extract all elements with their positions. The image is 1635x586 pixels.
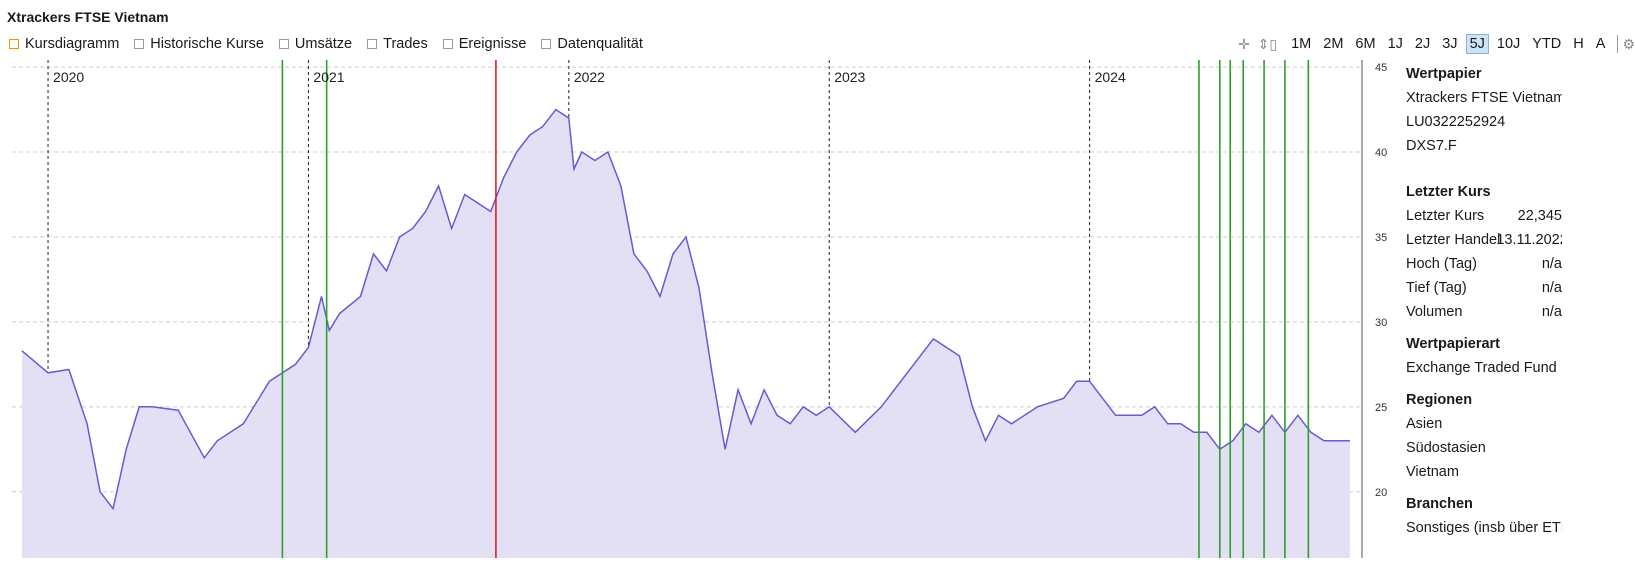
- page-title: Xtrackers FTSE Vietnam: [7, 9, 169, 25]
- range-button-10j[interactable]: 10J: [1496, 36, 1521, 52]
- section-heading-letzter-kurs: Letzter Kurs: [1406, 184, 1491, 200]
- checkbox-icon: [367, 39, 378, 49]
- range-button-h[interactable]: H: [1573, 36, 1584, 52]
- y-tick-label: 25: [1375, 402, 1387, 414]
- tab-ereignisse[interactable]: Ereignisse: [442, 36, 527, 52]
- section-heading-branchen: Branchen: [1406, 496, 1473, 512]
- info-label: Hoch (Tag): [1406, 256, 1477, 272]
- range-button-6m[interactable]: 6M: [1355, 36, 1376, 52]
- toolbar-divider: [1617, 35, 1619, 53]
- tab-label: Ereignisse: [458, 36, 527, 52]
- checkbox-icon: [442, 39, 453, 49]
- info-label: Volumen: [1406, 304, 1463, 320]
- security-isin: LU0322252924: [1406, 114, 1506, 130]
- crosshair-icon[interactable]: ✛: [1237, 35, 1250, 52]
- price-area: [22, 109, 1350, 558]
- section-heading-regionen: Regionen: [1406, 392, 1473, 408]
- range-button-2j[interactable]: 2J: [1414, 36, 1431, 52]
- tab-datenqualitaet[interactable]: Datenqualität: [541, 36, 643, 52]
- info-value: n/a: [1541, 256, 1562, 272]
- chart-toolbar: ✛ ⇕▯ 1M 2M 6M 1J 2J 3J 5J 10J YTD H A ⚙: [1238, 34, 1635, 54]
- trade-markers: [281, 60, 1310, 558]
- region-item: Vietnam: [1406, 464, 1459, 480]
- x-tick-label: 2020: [53, 69, 84, 85]
- tab-label: Historische Kurse: [150, 36, 264, 52]
- x-tick-label: 2021: [313, 69, 344, 85]
- info-label: Tief (Tag): [1406, 280, 1467, 296]
- info-row: Letzter Handel 13.11.2022: [1406, 228, 1562, 252]
- price-line: [21, 108, 1350, 511]
- info-label: Letzter Kurs: [1406, 208, 1485, 224]
- range-button-2m[interactable]: 2M: [1323, 36, 1344, 52]
- region-item: Asien: [1406, 416, 1443, 432]
- region-item: Südostasien: [1406, 440, 1486, 456]
- security-name: Xtrackers FTSE Vietnam: [1406, 90, 1562, 106]
- sector-value: Sonstiges (insb über ETFs): [1406, 520, 1562, 536]
- section-heading-wertpapierart: Wertpapierart: [1406, 336, 1501, 352]
- range-button-a[interactable]: A: [1595, 36, 1606, 52]
- tab-kursdiagramm[interactable]: Kursdiagramm: [9, 36, 119, 52]
- y-tick-label: 35: [1375, 232, 1387, 244]
- info-label: Letzter Handel: [1406, 232, 1501, 248]
- tab-trades[interactable]: Trades: [367, 36, 428, 52]
- info-value: 22,345: [1517, 208, 1562, 224]
- range-button-3j[interactable]: 3J: [1442, 36, 1458, 52]
- tab-historische-kurse[interactable]: Historische Kurse: [134, 36, 264, 52]
- info-sidebar: Wertpapier Xtrackers FTSE Vietnam LU0322…: [1406, 62, 1562, 540]
- checkbox-icon: [9, 39, 19, 49]
- x-tick-label: 2022: [574, 69, 605, 85]
- info-value: n/a: [1541, 280, 1562, 296]
- range-button-1j[interactable]: 1J: [1387, 36, 1403, 52]
- range-button-1m[interactable]: 1M: [1291, 36, 1312, 52]
- checkbox-icon: [134, 39, 145, 49]
- info-row: Volumen n/a: [1406, 300, 1562, 324]
- info-value: 13.11.2022: [1496, 232, 1562, 248]
- info-row: Hoch (Tag) n/a: [1406, 252, 1562, 276]
- scale-icon[interactable]: ⇕▯: [1257, 35, 1278, 52]
- y-tick-label: 40: [1375, 147, 1387, 159]
- checkbox-icon: [278, 39, 289, 49]
- y-tick-label: 30: [1375, 317, 1387, 329]
- tab-label: Trades: [383, 36, 428, 52]
- section-heading-wertpapier: Wertpapier: [1406, 66, 1482, 82]
- info-row: Letzter Kurs 22,345: [1406, 204, 1562, 228]
- checkbox-icon: [541, 39, 552, 49]
- x-tick-label: 2023: [834, 69, 865, 85]
- y-tick-label: 45: [1375, 62, 1387, 74]
- security-type: Exchange Traded Fund: [1406, 360, 1557, 376]
- tab-label: Datenqualität: [557, 36, 643, 52]
- security-symbol: DXS7.F: [1406, 138, 1457, 154]
- tab-umsaetze[interactable]: Umsätze: [278, 36, 353, 52]
- x-tick-label: 2024: [1095, 69, 1126, 85]
- info-value: n/a: [1541, 304, 1562, 320]
- gear-icon[interactable]: ⚙: [1622, 35, 1635, 52]
- info-row: Tief (Tag) n/a: [1406, 276, 1562, 300]
- chart-axes: 20 25 30 35 40 45 2020 2021 2022 2023 2024: [53, 60, 1387, 558]
- range-button-ytd[interactable]: YTD: [1532, 36, 1562, 52]
- tab-bar: Kursdiagramm Historische Kurse Umsätze T…: [9, 36, 658, 52]
- tab-label: Kursdiagramm: [25, 36, 120, 52]
- tab-label: Umsätze: [294, 36, 353, 52]
- y-tick-label: 20: [1375, 487, 1387, 499]
- price-chart[interactable]: 20 25 30 35 40 45 2020 2021 2022 2023 2024: [0, 60, 1400, 560]
- range-button-5j[interactable]: 5J: [1465, 34, 1489, 54]
